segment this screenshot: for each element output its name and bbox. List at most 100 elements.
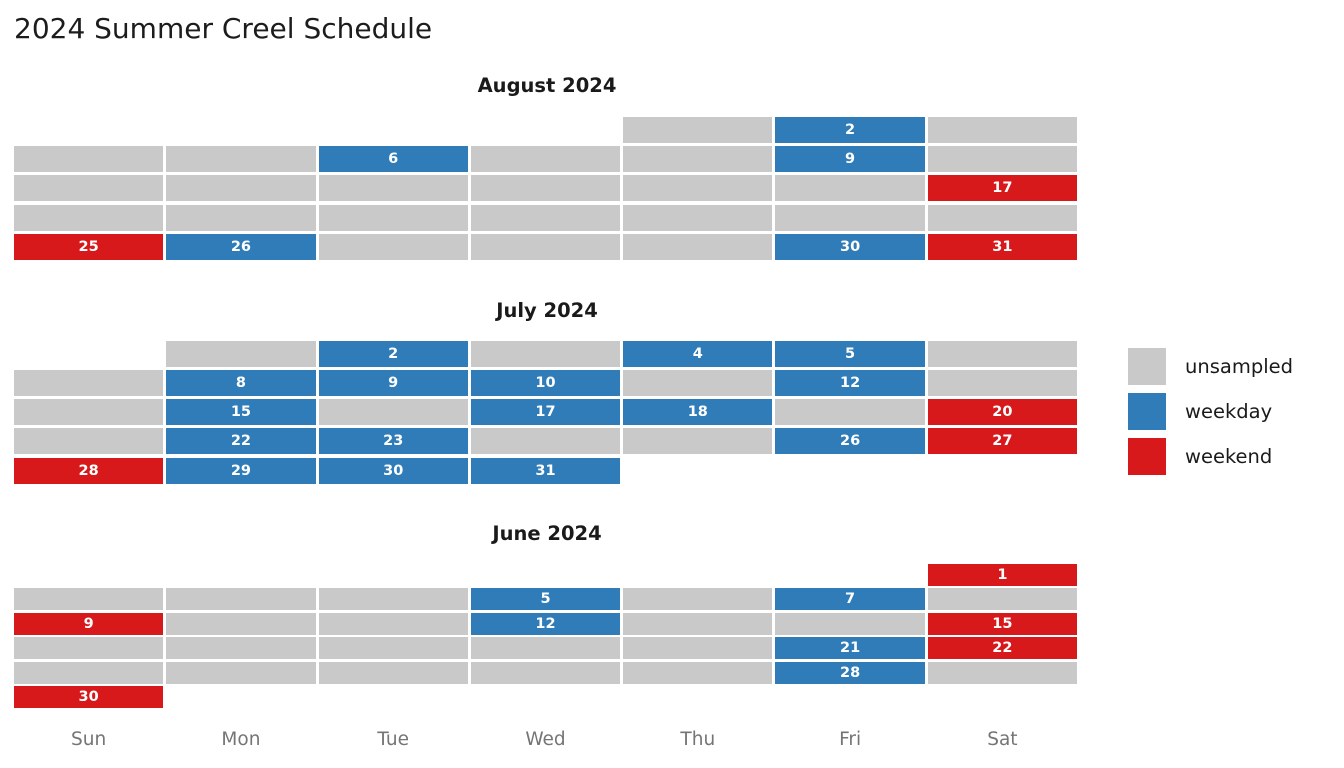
calendar-day-cell-weekend: 27 (927, 428, 1078, 455)
calendar-day-cell-weekday: 8 (166, 369, 316, 396)
calendar-day-cell-weekday: 30 (775, 233, 925, 260)
calendar-day-cell-unsampled (623, 637, 773, 660)
calendar-day-cell-weekend: 30 (14, 686, 164, 709)
calendar-day-cell-weekend: 22 (927, 637, 1078, 660)
calendar-day-cell-unsampled (775, 399, 925, 426)
calendar-day-cell-unsampled (775, 175, 925, 202)
calendar-day-cell-unsampled (927, 117, 1078, 143)
calendar-day-cell-weekend: 31 (927, 233, 1078, 260)
calendar-day-cell-unsampled (470, 661, 621, 684)
weekday-axis-label: Sun (71, 729, 107, 750)
month-title: August 2024 (477, 73, 617, 97)
calendar-day-cell-unsampled (318, 637, 468, 660)
calendar-day-cell-weekday: 22 (166, 428, 316, 455)
legend-item: weekday (1128, 393, 1273, 431)
calendar-day-cell-weekday: 28 (775, 661, 925, 684)
calendar-day-cell-unsampled (14, 369, 164, 396)
calendar-day-cell-unsampled (623, 233, 773, 260)
calendar-day-cell-unsampled (623, 146, 773, 173)
calendar-day-cell-weekend: 1 (927, 564, 1078, 586)
calendar-day-cell-weekday: 7 (775, 588, 925, 611)
calendar-day-cell-unsampled (166, 340, 316, 367)
calendar-day-cell-unsampled (14, 661, 164, 684)
calendar-day-cell-weekend: 25 (14, 233, 164, 260)
calendar-day-cell-unsampled (775, 204, 925, 231)
calendar-day-cell-weekday: 12 (470, 612, 621, 635)
calendar-day-cell-unsampled (14, 399, 164, 426)
calendar-day-cell-weekday: 31 (470, 457, 621, 484)
legend-swatch-weekday (1128, 393, 1166, 431)
calendar-day-cell-weekday: 26 (775, 428, 925, 455)
weekday-axis-label: Fri (839, 729, 862, 750)
legend-item: weekend (1128, 438, 1273, 476)
calendar-day-cell-unsampled (14, 637, 164, 660)
calendar-day-cell-unsampled (318, 204, 468, 231)
legend-label: unsampled (1185, 355, 1293, 378)
month-title: July 2024 (496, 298, 598, 322)
calendar-day-cell-unsampled (14, 146, 164, 173)
calendar-day-cell-weekend: 28 (14, 457, 164, 484)
calendar-day-cell-unsampled (470, 146, 621, 173)
calendar-day-cell-unsampled (775, 612, 925, 635)
calendar-day-cell-unsampled (14, 175, 164, 202)
calendar-day-cell-unsampled (623, 661, 773, 684)
calendar-day-cell-unsampled (623, 428, 773, 455)
weekday-axis-label: Mon (221, 729, 261, 750)
calendar-day-cell-weekday: 15 (166, 399, 316, 426)
calendar-day-cell-unsampled (623, 117, 773, 143)
calendar-day-cell-weekday: 21 (775, 637, 925, 660)
legend-swatch-weekend (1128, 438, 1166, 476)
calendar-day-cell-weekday: 2 (775, 117, 925, 143)
calendar-day-cell-unsampled (318, 661, 468, 684)
calendar-day-cell-unsampled (318, 612, 468, 635)
calendar-day-cell-weekday: 9 (775, 146, 925, 173)
calendar-day-cell-unsampled (166, 612, 316, 635)
calendar-day-cell-weekday: 30 (318, 457, 468, 484)
calendar-day-cell-weekday: 9 (318, 369, 468, 396)
legend-label: weekend (1185, 445, 1273, 469)
calendar-day-cell-weekday: 26 (166, 233, 316, 260)
weekday-axis-label: Sat (987, 729, 1018, 750)
calendar-day-cell-weekday: 6 (318, 146, 468, 173)
calendar-day-cell-unsampled (166, 588, 316, 611)
calendar-day-cell-weekday: 17 (470, 399, 621, 426)
legend-swatch-unsampled (1128, 348, 1166, 385)
calendar-day-cell-weekend: 15 (927, 612, 1078, 635)
weekday-axis-label: Thu (680, 729, 716, 750)
calendar-day-cell-unsampled (470, 637, 621, 660)
calendar-day-cell-weekend: 20 (927, 399, 1078, 426)
calendar-day-cell-unsampled (318, 588, 468, 611)
calendar-day-cell-unsampled (318, 399, 468, 426)
calendar-day-cell-unsampled (318, 233, 468, 260)
calendar-day-cell-unsampled (14, 588, 164, 611)
calendar-day-cell-unsampled (927, 340, 1078, 367)
calendar-day-cell-unsampled (623, 612, 773, 635)
calendar-day-cell-unsampled (623, 588, 773, 611)
calendar-day-cell-weekday: 12 (775, 369, 925, 396)
calendar-day-cell-weekday: 5 (775, 340, 925, 367)
calendar-day-cell-weekday: 29 (166, 457, 316, 484)
calendar-day-cell-weekday: 2 (318, 340, 468, 367)
calendar-day-cell-unsampled (623, 175, 773, 202)
calendar-day-cell-unsampled (470, 204, 621, 231)
calendar-day-cell-unsampled (318, 175, 468, 202)
calendar-day-cell-weekday: 5 (470, 588, 621, 611)
calendar-day-cell-unsampled (927, 369, 1078, 396)
legend-label: weekday (1185, 400, 1273, 424)
calendar-day-cell-unsampled (470, 428, 621, 455)
calendar-day-cell-unsampled (166, 204, 316, 231)
calendar-day-cell-weekend: 9 (14, 612, 164, 635)
calendar-day-cell-unsampled (14, 204, 164, 231)
calendar-day-cell-weekday: 10 (470, 369, 621, 396)
calendar-day-cell-unsampled (166, 637, 316, 660)
calendar-day-cell-weekday: 23 (318, 428, 468, 455)
weekday-axis-label: Wed (525, 729, 566, 750)
calendar-day-cell-unsampled (927, 661, 1078, 684)
calendar-day-cell-unsampled (927, 588, 1078, 611)
calendar-day-cell-unsampled (166, 146, 316, 173)
calendar-day-cell-weekday: 18 (623, 399, 773, 426)
calendar-day-cell-unsampled (623, 204, 773, 231)
calendar-day-cell-unsampled (470, 175, 621, 202)
legend-item: unsampled (1128, 348, 1293, 385)
